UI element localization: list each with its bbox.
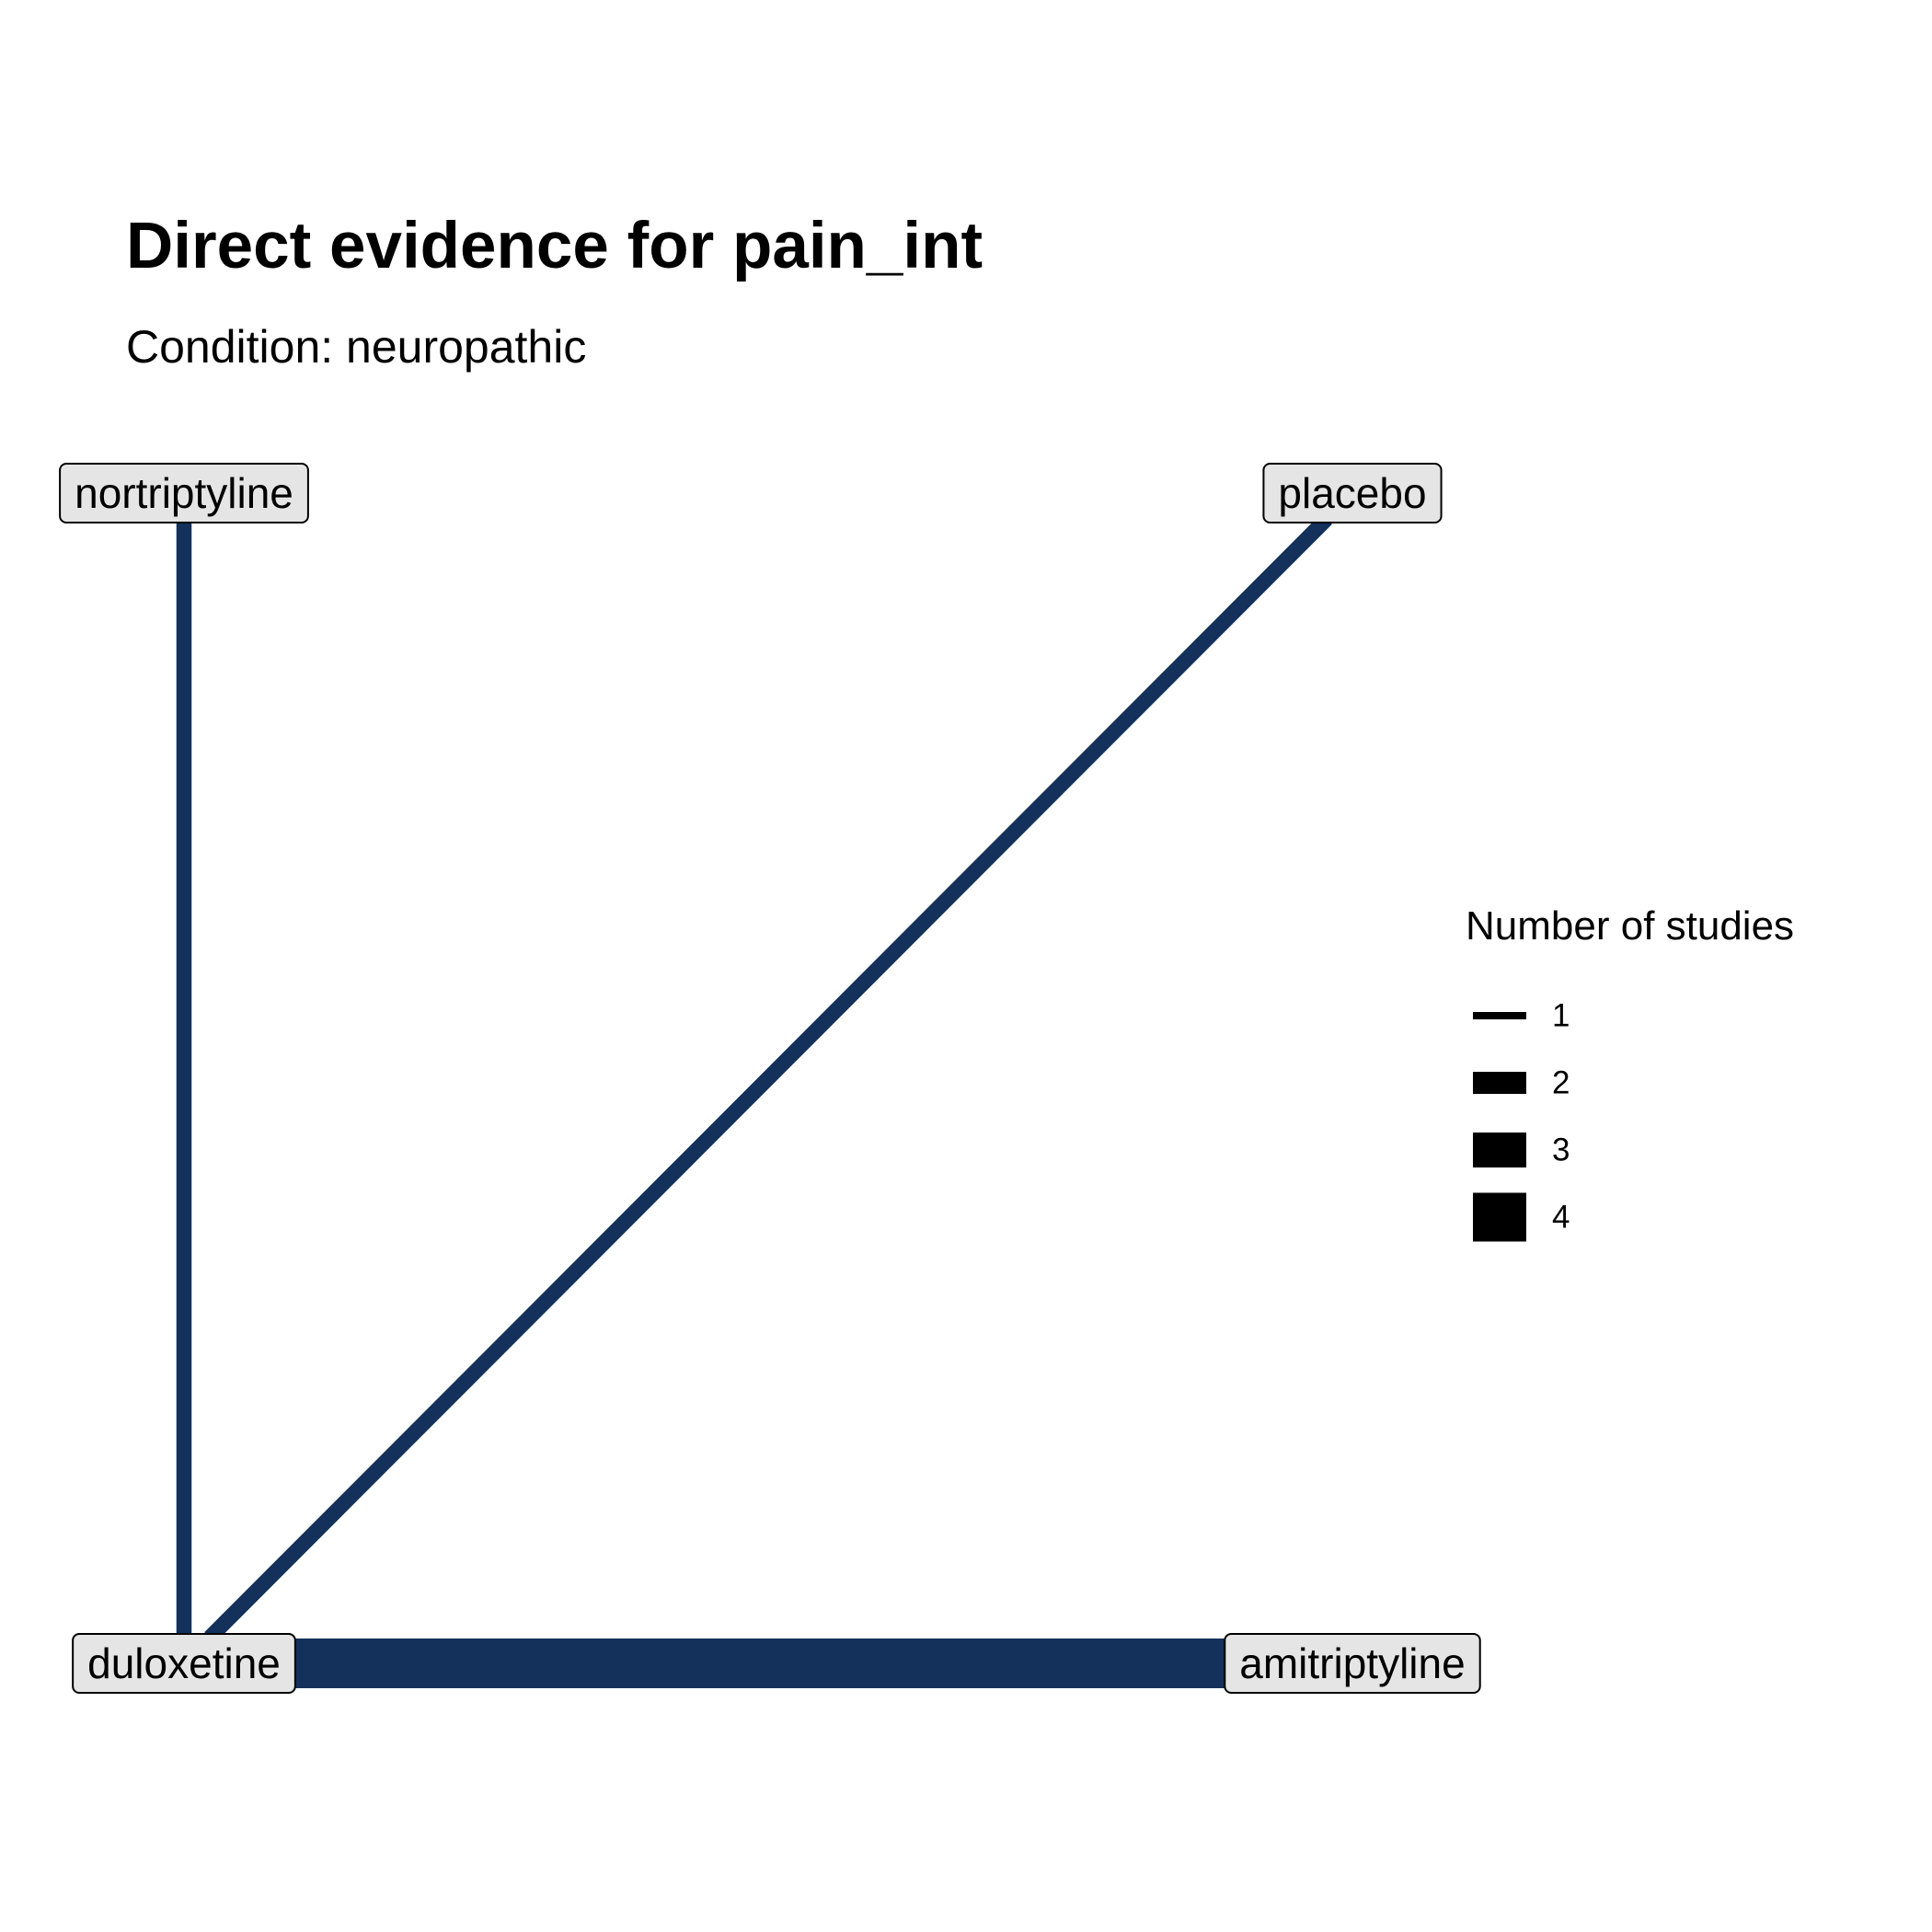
legend-item: 3 xyxy=(1466,1116,1794,1183)
diagram-title: Direct evidence for pain_int xyxy=(126,210,983,282)
node-nortriptyline: nortriptyline xyxy=(59,463,309,523)
node-amitriptyline: amitriptyline xyxy=(1224,1633,1481,1694)
node-duloxetine: duloxetine xyxy=(72,1633,296,1694)
legend-item: 2 xyxy=(1466,1049,1794,1116)
node-box xyxy=(59,463,309,523)
legend-title: Number of studies xyxy=(1466,903,1795,949)
legend-item: 1 xyxy=(1466,982,1794,1049)
legend-label: 3 xyxy=(1552,1132,1570,1167)
diagram-subtitle: Condition: neuropathic xyxy=(126,321,587,373)
legend: Number of studies 1 2 3 4 xyxy=(1466,906,1794,1250)
legend-key-line xyxy=(1473,1071,1526,1094)
legend-label: 2 xyxy=(1552,1064,1570,1100)
node-label: duloxetine xyxy=(87,1639,281,1687)
node-box xyxy=(72,1633,296,1694)
node-box xyxy=(1262,463,1443,523)
node-label: nortriptyline xyxy=(75,469,293,517)
node-label: placebo xyxy=(1278,469,1426,517)
legend-item: 4 xyxy=(1466,1183,1794,1250)
node-box xyxy=(1224,1633,1481,1694)
node-placebo: placebo xyxy=(1262,463,1443,523)
legend-key-line xyxy=(1473,1132,1526,1167)
edges-layer xyxy=(176,493,1352,1688)
nodes-layer: nortriptyline placebo duloxetine amitriptyl… xyxy=(59,463,1481,1694)
legend-label: 1 xyxy=(1552,997,1570,1033)
node-label: amitriptyline xyxy=(1239,1639,1465,1687)
legend-key-line xyxy=(1473,1011,1526,1019)
legend-key-line xyxy=(1473,1192,1526,1241)
legend-label: 4 xyxy=(1552,1199,1570,1235)
edge-placebo-duloxetine xyxy=(204,513,1332,1643)
